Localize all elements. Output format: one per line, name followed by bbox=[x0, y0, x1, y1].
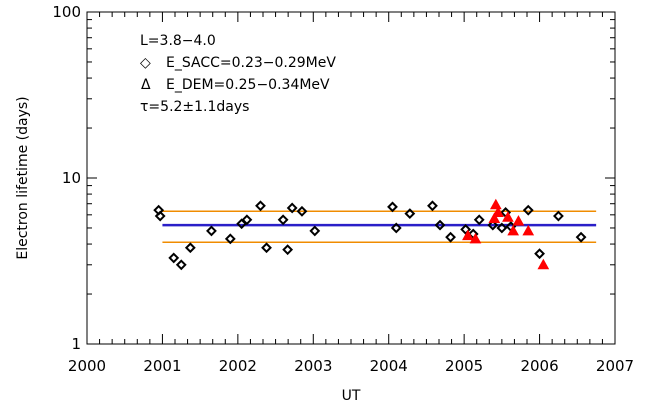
data-point-diamond bbox=[206, 225, 217, 237]
x-tick-label: 2004 bbox=[370, 357, 408, 375]
data-point-diamond bbox=[553, 210, 564, 222]
axis-ticks bbox=[86, 11, 616, 345]
data-point-diamond bbox=[261, 242, 272, 254]
data-point-diamond bbox=[445, 231, 456, 243]
legend-lshell: L=3.8−4.0 bbox=[140, 33, 216, 49]
data-point-diamond bbox=[286, 202, 298, 214]
data-point-triangle bbox=[488, 212, 501, 224]
data-point-diamond bbox=[387, 201, 398, 213]
data-point-triangle bbox=[522, 224, 535, 236]
data-point-diamond bbox=[473, 214, 485, 226]
y-axis-label: Electron lifetime (days) bbox=[15, 96, 31, 259]
data-point-triangle bbox=[502, 211, 514, 222]
data-point-triangle bbox=[492, 206, 504, 217]
x-axis-label: UT bbox=[342, 388, 361, 404]
legend-tau: τ=5.2±1.1days bbox=[140, 99, 249, 115]
data-point-diamond bbox=[487, 219, 499, 231]
legend-diamond-symbol: ◇ bbox=[140, 55, 151, 71]
y-tick-labels: 1 10 100 bbox=[52, 3, 81, 353]
data-point-triangle bbox=[469, 232, 482, 244]
y-tick-label: 10 bbox=[62, 169, 81, 187]
data-point-diamond bbox=[241, 214, 253, 226]
x-tick-label: 2003 bbox=[294, 357, 332, 375]
data-point-diamond bbox=[154, 210, 166, 222]
data-point-diamond bbox=[255, 200, 266, 212]
data-point-triangle bbox=[489, 198, 502, 210]
data-point-triangle bbox=[537, 258, 550, 270]
data-point-diamond bbox=[296, 205, 308, 217]
data-point-diamond bbox=[496, 222, 508, 234]
data-point-diamond bbox=[175, 259, 187, 271]
x-tick-label: 2007 bbox=[596, 357, 634, 375]
y-tick-label: 1 bbox=[71, 335, 81, 353]
data-point-diamond bbox=[224, 233, 236, 245]
data-point-diamond bbox=[534, 248, 545, 260]
x-tick-labels: 2000 2001 2002 2003 2004 2005 2006 2007 bbox=[68, 357, 634, 375]
data-point-triangle bbox=[512, 215, 525, 226]
x-tick-label: 2005 bbox=[445, 357, 483, 375]
x-tick-label: 2001 bbox=[143, 357, 181, 375]
legend-sacc-label: E_SACC=0.23−0.29MeV bbox=[166, 55, 336, 71]
legend-dem-label: E_DEM=0.25−0.34MeV bbox=[166, 77, 330, 93]
legend: L=3.8−4.0 ◇ E_SACC=0.23−0.29MeV Δ E_DEM=… bbox=[140, 33, 336, 115]
x-tick-label: 2002 bbox=[219, 357, 257, 375]
x-tick-label: 2006 bbox=[520, 357, 558, 375]
data-point-triangle bbox=[462, 229, 474, 241]
x-tick-label: 2000 bbox=[68, 357, 106, 375]
data-point-diamond bbox=[277, 214, 289, 226]
data-point-diamond bbox=[434, 219, 446, 231]
data-point-diamond bbox=[390, 222, 402, 234]
data-point-diamond bbox=[282, 244, 294, 256]
y-tick-label: 100 bbox=[52, 3, 81, 21]
data-point-diamond bbox=[309, 225, 321, 237]
legend-triangle-symbol: Δ bbox=[141, 77, 151, 93]
data-point-diamond bbox=[404, 208, 416, 220]
data-point-diamond bbox=[427, 200, 438, 212]
data-point-diamond bbox=[168, 252, 180, 264]
data-point-diamond bbox=[184, 242, 196, 254]
data-point-diamond bbox=[460, 224, 472, 235]
data-point-diamond bbox=[575, 231, 587, 243]
data-point-triangle bbox=[507, 224, 520, 236]
data-point-diamond bbox=[522, 204, 534, 216]
data-markers bbox=[153, 198, 587, 271]
